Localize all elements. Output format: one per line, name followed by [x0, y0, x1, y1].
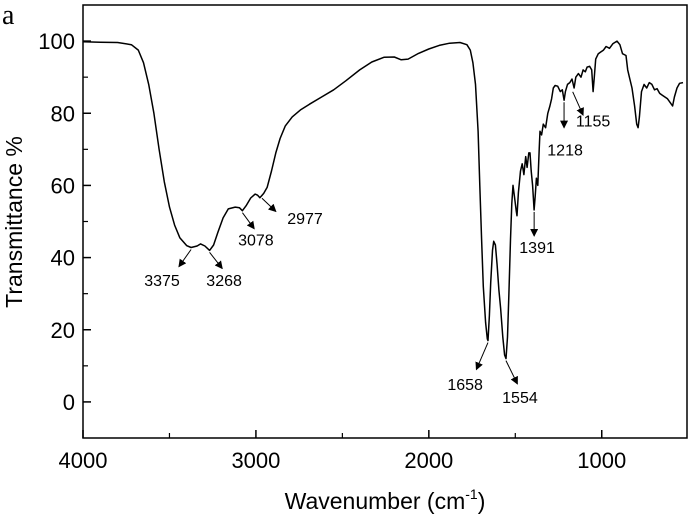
- peak-label: 3268: [206, 273, 242, 290]
- peak-label: 3375: [144, 273, 180, 290]
- peak-arrow: [209, 252, 223, 270]
- peak-arrow: [261, 197, 277, 213]
- y-tick-label: 20: [51, 318, 75, 343]
- peak-label: 1658: [447, 377, 483, 394]
- peak-label: 2977: [287, 211, 323, 228]
- peak-label: 1218: [547, 142, 583, 159]
- y-tick-label: 0: [63, 390, 75, 415]
- y-tick-label: 80: [51, 101, 75, 126]
- peak-label: 1554: [502, 390, 538, 407]
- y-tick-label: 100: [38, 29, 75, 54]
- peak-arrow: [242, 212, 255, 230]
- y-axis-title: Transmittance %: [1, 136, 27, 308]
- y-tick-label: 40: [51, 246, 75, 271]
- peak-label: 1391: [519, 240, 555, 257]
- spectrum-line: [82, 40, 684, 360]
- y-tick-label: 60: [51, 173, 75, 198]
- peak-arrow: [572, 91, 584, 116]
- x-tick-label: 1000: [577, 448, 626, 473]
- peak-arrow: [178, 249, 192, 268]
- peak-arrow: [505, 360, 518, 385]
- x-axis-title: Wavenumber (cm-1): [285, 486, 486, 514]
- peak-label: 3078: [238, 233, 274, 250]
- peak-label: 1155: [576, 113, 611, 130]
- panel-label: a: [2, 0, 15, 31]
- x-tick-label: 4000: [59, 448, 108, 473]
- x-tick-label: 3000: [231, 448, 280, 473]
- x-tick-label: 2000: [404, 448, 453, 473]
- peak-arrow: [475, 342, 489, 371]
